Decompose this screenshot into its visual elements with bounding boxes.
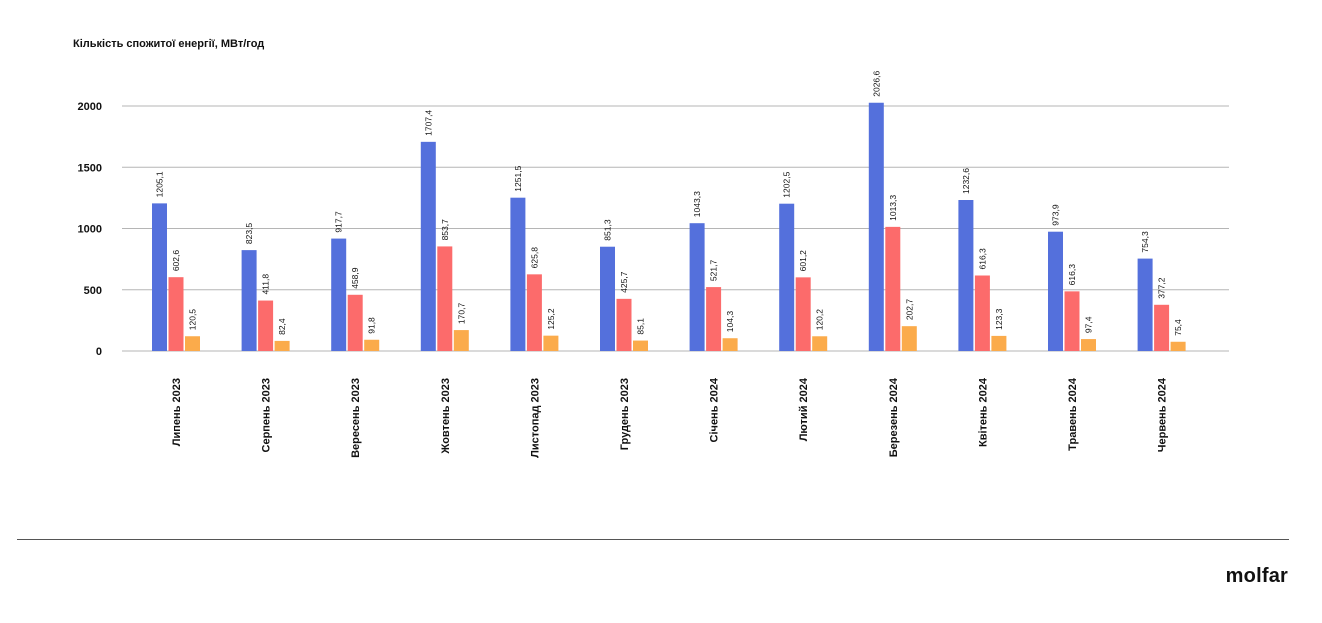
data-label: 1202,5 bbox=[782, 171, 792, 197]
data-label: 616,3 bbox=[977, 248, 987, 270]
data-label: 823,5 bbox=[244, 223, 254, 245]
data-label: 1205,1 bbox=[155, 171, 165, 197]
data-label: 917,7 bbox=[334, 211, 344, 233]
data-label: 521,7 bbox=[709, 260, 719, 282]
bar-series-2 bbox=[437, 246, 453, 351]
bar-series-1 bbox=[779, 203, 795, 351]
data-label: 125,2 bbox=[546, 308, 556, 330]
bar-series-1 bbox=[600, 246, 615, 351]
bar-series-3 bbox=[812, 336, 828, 351]
data-label: 601,2 bbox=[798, 250, 808, 272]
bar-series-3 bbox=[722, 338, 738, 351]
bar-series-2 bbox=[347, 294, 363, 351]
data-label: 85,1 bbox=[636, 318, 646, 335]
x-tick-label: Лютий 2024 bbox=[798, 377, 810, 441]
bar-series-1 bbox=[510, 197, 526, 351]
x-tick-label: Липень 2023 bbox=[171, 378, 183, 446]
bottom-divider bbox=[17, 539, 1289, 540]
data-label: 851,3 bbox=[603, 219, 613, 241]
data-label: 120,5 bbox=[188, 309, 198, 331]
data-label: 2026,6 bbox=[871, 70, 881, 96]
data-label: 754,3 bbox=[1140, 231, 1150, 253]
bar-series-3 bbox=[274, 340, 290, 351]
bar-series-2 bbox=[885, 226, 901, 351]
y-tick-label: 2000 bbox=[78, 101, 102, 113]
bar-series-1 bbox=[1137, 258, 1153, 351]
data-label: 616,3 bbox=[1067, 264, 1077, 286]
data-label: 104,3 bbox=[725, 311, 735, 333]
bar-series-2 bbox=[526, 274, 542, 351]
bar-series-3 bbox=[901, 326, 917, 351]
data-label: 458,9 bbox=[350, 267, 360, 289]
bar-series-2 bbox=[974, 275, 990, 351]
data-label: 973,9 bbox=[1051, 204, 1061, 226]
data-label: 75,4 bbox=[1173, 319, 1183, 336]
data-label: 1013,3 bbox=[888, 195, 898, 221]
grid-layer bbox=[122, 105, 1229, 352]
data-label: 1251,5 bbox=[513, 165, 523, 191]
bar-series-1 bbox=[331, 238, 347, 351]
data-label: 202,7 bbox=[904, 299, 914, 321]
bar-series-3 bbox=[185, 336, 200, 351]
x-tick-label: Березень 2024 bbox=[888, 377, 900, 457]
x-tick-label: Вересень 2023 bbox=[350, 378, 362, 458]
x-tick-label: Грудень 2023 bbox=[619, 378, 631, 450]
chart-title: Кількість спожитої енергії, МВт/год bbox=[73, 38, 265, 50]
bar-series-3 bbox=[991, 335, 1007, 351]
x-tick-label: Листопад 2023 bbox=[529, 378, 541, 458]
bar-series-1 bbox=[241, 250, 257, 351]
bar-series-3 bbox=[543, 335, 559, 351]
bar-series-1 bbox=[689, 223, 705, 351]
data-labels: 1205,1 602,6 120,5 823,5 411,8 82,4 917,7 458,9… bbox=[155, 70, 1184, 335]
bar-series-2 bbox=[795, 277, 811, 351]
data-label: 377,2 bbox=[1157, 277, 1167, 299]
data-label: 602,6 bbox=[171, 250, 181, 272]
bar-series-2 bbox=[1064, 291, 1080, 351]
bar-series-1 bbox=[868, 102, 884, 351]
x-tick-label: Січень 2024 bbox=[709, 377, 721, 442]
bar-chart: 0 500 1000 1500 2000 1205,1 602,6 120,5 823,5 41… bbox=[78, 70, 1229, 458]
bar-series-2 bbox=[168, 277, 184, 351]
x-tick-label: Серпень 2023 bbox=[261, 378, 273, 452]
data-label: 91,8 bbox=[367, 317, 377, 334]
bar-series-2 bbox=[258, 300, 274, 351]
bar-series-1 bbox=[152, 203, 167, 351]
data-label: 82,4 bbox=[277, 318, 287, 335]
bar-series-2 bbox=[706, 287, 722, 351]
y-tick-label: 500 bbox=[84, 285, 102, 297]
data-label: 1707,4 bbox=[423, 110, 433, 136]
data-label: 1232,6 bbox=[961, 168, 971, 194]
x-tick-label: Травень 2024 bbox=[1067, 377, 1079, 451]
bar-series-3 bbox=[1081, 339, 1096, 351]
bar-series-2 bbox=[1154, 304, 1170, 351]
x-tick-label: Квітень 2024 bbox=[977, 377, 989, 447]
bar-series-2 bbox=[616, 298, 632, 351]
bar-series-3 bbox=[364, 339, 380, 351]
bar-series-1 bbox=[420, 141, 436, 351]
y-tick-label: 1500 bbox=[78, 162, 102, 174]
data-label: 853,7 bbox=[440, 219, 450, 241]
y-tick-label: 1000 bbox=[78, 224, 102, 236]
bar-series-1 bbox=[1048, 231, 1063, 351]
data-label: 170,7 bbox=[456, 303, 466, 325]
molfar-logo: molfar bbox=[1225, 565, 1288, 587]
y-tick-labels: 0 500 1000 1500 2000 bbox=[78, 101, 102, 358]
data-label: 411,8 bbox=[261, 274, 271, 295]
x-tick-label: Червень 2024 bbox=[1157, 377, 1169, 452]
data-label: 425,7 bbox=[619, 271, 629, 293]
data-label: 625,8 bbox=[529, 247, 539, 269]
data-label: 97,4 bbox=[1084, 316, 1094, 333]
bar-series-3 bbox=[1170, 341, 1186, 351]
y-tick-label: 0 bbox=[96, 346, 102, 358]
bar-series-3 bbox=[453, 330, 469, 351]
data-label: 120,2 bbox=[815, 309, 825, 331]
bar-series-1 bbox=[958, 200, 974, 351]
bar-series-3 bbox=[633, 340, 648, 351]
x-tick-label: Жовтень 2023 bbox=[440, 378, 452, 455]
x-tick-labels: Липень 2023 Серпень 2023 Вересень 2023 Жовт… bbox=[171, 377, 1169, 458]
data-label: 1043,3 bbox=[692, 191, 702, 217]
data-label: 123,3 bbox=[994, 308, 1004, 330]
bars bbox=[152, 102, 1186, 351]
